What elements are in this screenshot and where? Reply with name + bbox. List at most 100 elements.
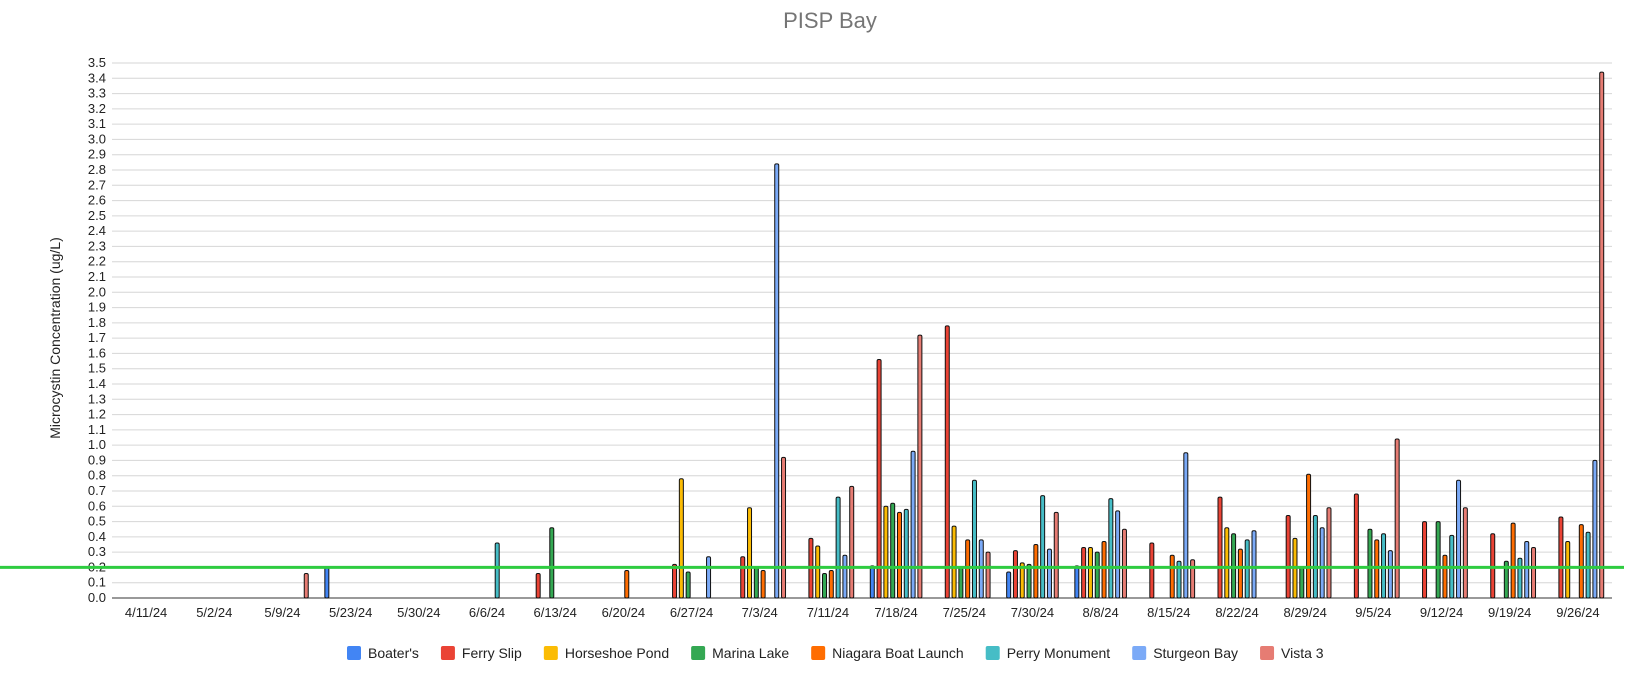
bar <box>1169 554 1175 599</box>
x-tick-label: 6/20/24 <box>602 605 645 620</box>
bar <box>624 569 630 599</box>
x-tick-label: 6/6/24 <box>469 605 505 620</box>
bar <box>1531 547 1537 599</box>
y-tick-label: 3.1 <box>88 116 106 131</box>
bar <box>1599 71 1605 599</box>
bar <box>1251 530 1257 599</box>
x-tick-label: 9/12/24 <box>1420 605 1463 620</box>
bar <box>535 573 541 599</box>
bar <box>985 551 991 599</box>
bar <box>1306 473 1312 599</box>
y-tick-label: 0.6 <box>88 498 106 513</box>
y-tick-label: 2.0 <box>88 284 106 299</box>
x-tick-label: 8/22/24 <box>1215 605 1258 620</box>
x-tick-label: 5/30/24 <box>397 605 440 620</box>
bar <box>1312 514 1318 599</box>
legend-item[interactable]: Vista 3 <box>1260 645 1324 661</box>
bar <box>944 325 950 599</box>
bar <box>1087 547 1093 599</box>
bar <box>747 507 753 599</box>
y-tick-label: 0.0 <box>88 590 106 605</box>
bar <box>828 569 834 599</box>
bars <box>303 71 1605 599</box>
bar <box>1115 510 1121 599</box>
x-tick-label: 5/9/24 <box>264 605 300 620</box>
bar <box>1006 571 1012 599</box>
y-tick-label: 1.7 <box>88 330 106 345</box>
legend-item[interactable]: Perry Monument <box>985 645 1111 661</box>
bar <box>1224 527 1230 599</box>
y-tick-label: 1.2 <box>88 407 106 422</box>
x-tick-label: 4/11/24 <box>125 605 167 620</box>
chart-title: PISP Bay <box>783 8 877 33</box>
bar <box>1101 540 1107 599</box>
bar <box>1231 533 1237 599</box>
legend-label: Horseshoe Pond <box>565 645 669 661</box>
bar <box>1094 551 1100 599</box>
bar <box>1387 550 1393 599</box>
y-tick-label: 2.3 <box>88 238 106 253</box>
legend-label: Sturgeon Bay <box>1153 645 1238 661</box>
x-axis-ticks: 4/11/24 5/2/24 5/9/24 5/23/24 5/30/24 6/6/24 6… <box>125 605 1600 620</box>
bar <box>883 505 889 599</box>
x-tick-label: 6/27/24 <box>670 605 713 620</box>
y-tick-label: 3.5 <box>88 55 106 70</box>
legend-item[interactable]: Marina Lake <box>691 645 789 661</box>
bar <box>1503 560 1509 599</box>
y-tick-label: 1.5 <box>88 361 106 376</box>
y-tick-label: 2.7 <box>88 177 106 192</box>
bar <box>1442 554 1448 599</box>
legend-item[interactable]: Boater's <box>347 645 419 661</box>
bar <box>1299 566 1305 599</box>
bar <box>835 496 841 599</box>
bar <box>1081 547 1087 599</box>
y-tick-label: 1.1 <box>88 422 106 437</box>
legend-label: Perry Monument <box>1007 645 1111 661</box>
bar <box>903 508 909 599</box>
bar <box>672 563 678 599</box>
legend-swatch <box>985 646 1000 660</box>
bar <box>1381 533 1387 599</box>
bar <box>1053 511 1059 599</box>
legend-item[interactable]: Ferry Slip <box>440 645 522 661</box>
y-tick-label: 3.3 <box>88 86 106 101</box>
bar <box>706 556 712 599</box>
bar <box>896 511 902 599</box>
x-tick-label: 9/5/24 <box>1355 605 1391 620</box>
y-tick-label: 3.4 <box>88 70 106 85</box>
x-tick-label: 8/29/24 <box>1283 605 1326 620</box>
legend[interactable]: Boater's Ferry Slip Horseshoe Pond Marina L… <box>347 645 1324 661</box>
legend-item[interactable]: Horseshoe Pond <box>543 645 669 661</box>
bar <box>965 539 971 599</box>
bar <box>1074 565 1080 599</box>
legend-item[interactable]: Niagara Boat Launch <box>811 645 964 661</box>
bar <box>1244 539 1250 599</box>
x-tick-label: 7/30/24 <box>1011 605 1054 620</box>
bar <box>1217 496 1223 599</box>
bar <box>971 479 977 599</box>
bar <box>760 569 766 599</box>
y-tick-label: 2.2 <box>88 254 106 269</box>
x-tick-label: 5/2/24 <box>196 605 232 620</box>
bar <box>890 502 896 599</box>
y-tick-label: 2.1 <box>88 269 106 284</box>
bar <box>781 456 787 599</box>
legend-swatch <box>1132 646 1147 660</box>
bar <box>958 566 964 599</box>
bar <box>1435 521 1441 599</box>
bar <box>1510 522 1516 599</box>
bar <box>303 573 309 599</box>
x-tick-label: 9/19/24 <box>1488 605 1531 620</box>
bar <box>869 565 875 599</box>
bar <box>494 542 500 599</box>
y-tick-label: 0.5 <box>88 514 106 529</box>
bar <box>1121 528 1127 599</box>
legend-item[interactable]: Sturgeon Bay <box>1132 645 1238 661</box>
y-tick-label: 1.9 <box>88 300 106 315</box>
x-tick-label: 7/11/24 <box>807 605 849 620</box>
bar <box>1517 557 1523 599</box>
bar <box>1319 527 1325 599</box>
bar <box>1046 548 1052 599</box>
bar <box>1456 479 1462 599</box>
